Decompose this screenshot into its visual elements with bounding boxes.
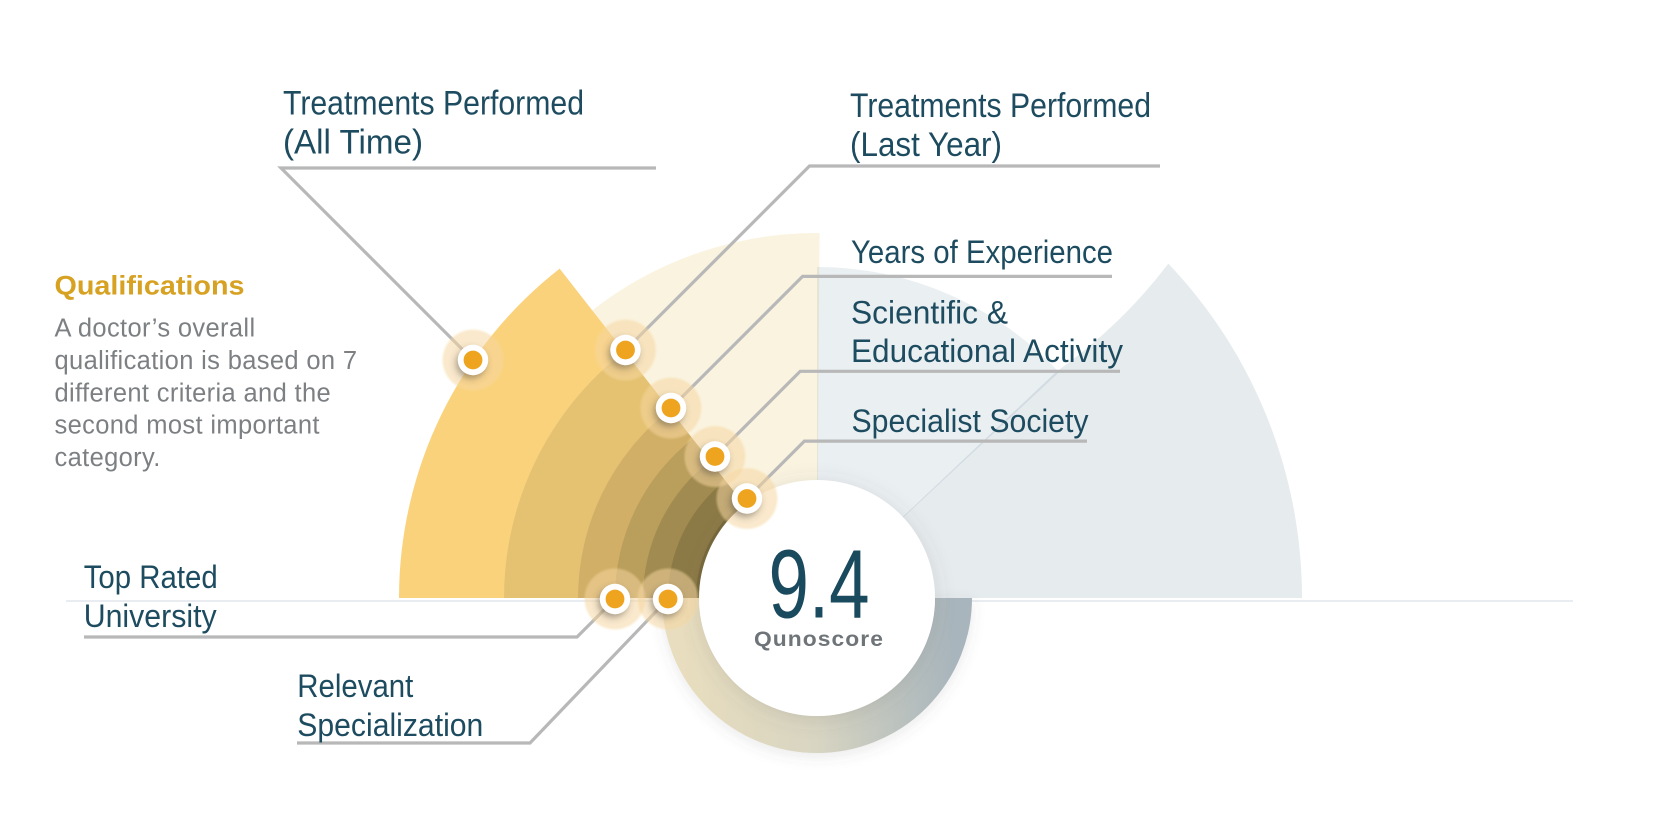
svg-text:qualification is based on 7: qualification is based on 7 [55, 347, 358, 375]
svg-text:(All Time): (All Time) [283, 124, 423, 162]
svg-text:Top Rated: Top Rated [84, 559, 218, 595]
svg-text:category.: category. [55, 444, 161, 472]
svg-text:University: University [84, 598, 217, 634]
svg-text:different criteria and the: different criteria and the [55, 379, 332, 407]
svg-text:Educational Activity: Educational Activity [851, 333, 1123, 369]
svg-text:second most important: second most important [55, 412, 320, 440]
svg-text:A doctor’s overall: A doctor’s overall [55, 315, 256, 343]
svg-text:Qunoscore: Qunoscore [754, 627, 884, 651]
svg-text:Relevant: Relevant [297, 668, 413, 704]
svg-text:Specialist Society: Specialist Society [852, 403, 1089, 439]
svg-text:Years of Experience: Years of Experience [851, 234, 1113, 270]
svg-text:Treatments Performed: Treatments Performed [283, 85, 584, 123]
svg-text:Treatments Performed: Treatments Performed [850, 87, 1151, 125]
svg-text:Scientific &: Scientific & [851, 294, 1008, 330]
svg-text:Specialization: Specialization [297, 707, 483, 743]
svg-text:(Last Year): (Last Year) [850, 126, 1002, 164]
svg-text:9.4: 9.4 [769, 530, 870, 639]
svg-text:Qualifications: Qualifications [55, 271, 245, 301]
